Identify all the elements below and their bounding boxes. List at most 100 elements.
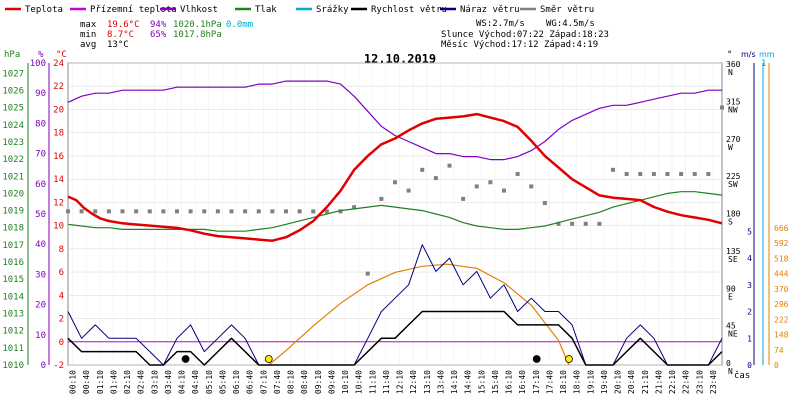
hpa-tick-1: 1026 [2,86,24,96]
time-tick-41: 20:40 [627,370,636,394]
time-tick-21: 10:40 [355,370,364,394]
temp-tick-11: 2 [59,315,64,325]
wind-dir-point-8 [175,209,179,214]
wind-dir-point-24 [393,180,397,185]
solar-tick-5: 296 [774,300,789,309]
hpa-tick-15: 1012 [2,327,24,337]
wind-dir-point-1 [79,209,84,214]
ms-tick-2: 3 [747,281,752,290]
dir-tick-2: 270 [726,135,741,144]
time-tick-29: 14:40 [464,370,473,394]
dir-label-6: E [728,292,733,301]
dir-tick-7: 45 [726,322,736,331]
wind-dir-point-39 [597,221,602,226]
temp-tick-1: 22 [53,82,64,92]
pct-tick-5: 50 [35,210,46,220]
time-tick-32: 16:10 [505,370,514,394]
wind-dir-point-31 [488,180,493,185]
legend-label-3: Tlak [255,5,277,15]
solar-series-line [268,263,570,366]
mm-top-tick: 1 [761,59,766,69]
pct-tick-10: 0 [41,361,46,371]
wind-dir-point-48 [720,105,724,110]
hpa-tick-16: 1011 [2,344,24,354]
wind-dir-point-26 [420,167,425,172]
stats-avg-temp: 13°C [107,40,129,50]
wind-dir-point-35 [542,201,547,206]
stats-max-rain: 0.0mm [226,20,253,30]
hpa-unit: hPa [4,50,20,60]
legend-label-5: Rychlost větru [371,5,447,15]
dir-tick-4: 180 [726,210,741,219]
dir-label-3: SW [728,180,738,189]
solar-tick-7: 148 [774,331,789,340]
time-tick-44: 22:10 [668,370,677,394]
dir-tick-1: 315 [726,97,741,106]
stats-min-press: 1017.8hPa [173,30,222,40]
ms-tick-3: 2 [747,308,752,317]
time-tick-46: 23:10 [695,370,704,394]
hpa-tick-10: 1017 [2,241,24,251]
pct-unit: % [38,50,44,60]
wind-dir-point-43 [651,171,656,176]
stats-moon: Měsíc Východ:17:12 Západ:4:19 [441,40,598,50]
wind-dir-point-22 [365,271,370,276]
time-tick-23: 11:40 [382,370,391,394]
time-tick-43: 21:40 [654,370,663,394]
wind-dir-point-10 [202,209,207,214]
time-tick-3: 01:40 [109,370,118,394]
hpa-tick-3: 1024 [2,121,24,131]
hpa-tick-7: 1020 [2,189,24,199]
wind-dir-point-19 [324,209,329,214]
pct-tick-0: 100 [30,59,46,69]
temp-tick-3: 18 [53,129,64,139]
ms-tick-1: 4 [747,254,752,263]
sun-marker-0 [264,355,273,363]
hpa-tick-17: 1010 [2,361,24,371]
moon-marker-0 [181,355,190,363]
wind-dir-point-42 [638,171,643,176]
temp-tick-12: 0 [59,338,64,348]
pct-tick-1: 90 [35,89,46,99]
wind-dir-point-0 [66,209,70,214]
legend-label-1: Přízemní teplota [90,5,177,15]
wind-dir-point-44 [665,171,670,176]
dir-unit: ° [727,50,732,60]
wind-dir-point-7 [161,209,166,214]
wind-dir-point-18 [311,209,316,214]
time-tick-33: 16:40 [518,370,527,394]
time-tick-8: 04:10 [178,370,187,394]
time-tick-4: 02:10 [123,370,132,394]
stats-min-temp: 8.7°C [107,30,134,40]
temp-tick-10: 4 [59,291,64,301]
temp-tick-5: 14 [53,175,64,185]
wind-dir-point-3 [106,209,111,214]
time-tick-34: 17:10 [532,370,541,394]
time-tick-31: 15:40 [491,370,500,394]
time-tick-35: 17:40 [545,370,554,394]
stats-max-hum: 94% [150,20,167,30]
stats-avg-label: avg [80,40,96,50]
wind-dir-point-38 [583,221,588,226]
mm-unit: mm [759,50,775,59]
wind-dir-point-12 [229,209,234,214]
wind-dir-point-30 [474,184,479,189]
axes-layer: 242220181614121086420-210090807060504030… [2,59,788,394]
temp-tick-8: 8 [59,245,64,255]
hpa-tick-14: 1013 [2,310,24,320]
stats-wg: WG:4.5m/s [546,19,595,29]
dir-label-5: SE [728,255,738,264]
wind-dir-point-29 [461,196,466,201]
hpa-tick-9: 1018 [2,224,24,234]
wind-dir-point-20 [338,209,343,214]
time-tick-11: 05:40 [218,370,227,394]
temp-tick-6: 12 [53,198,64,208]
wind-dir-point-41 [624,171,629,176]
time-tick-30: 15:10 [477,370,486,394]
wind-dir-point-34 [529,184,534,189]
time-tick-40: 20:10 [614,370,623,394]
ms-tick-0: 5 [747,227,752,236]
time-tick-26: 13:10 [423,370,432,394]
time-tick-15: 07:40 [273,370,282,394]
